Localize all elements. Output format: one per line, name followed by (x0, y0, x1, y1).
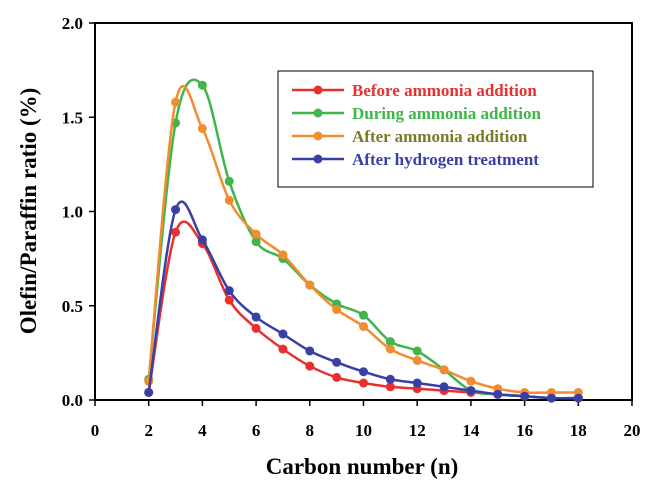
data-point (278, 250, 288, 260)
data-point (359, 321, 368, 331)
x-axis-title: Carbon number (n) (266, 454, 459, 479)
data-point (412, 346, 422, 356)
data-point (385, 374, 395, 384)
data-point (251, 237, 261, 247)
data-point (332, 357, 342, 367)
legend-label: Before ammonia addition (352, 81, 537, 100)
y-tick-label: 2.0 (62, 14, 83, 33)
data-point (385, 337, 395, 347)
data-point (278, 344, 288, 354)
x-tick-label: 4 (198, 421, 207, 440)
y-tick-label: 0.0 (62, 391, 83, 410)
legend-label: After ammonia addition (352, 127, 528, 146)
data-point (224, 195, 234, 205)
x-tick-label: 6 (252, 421, 261, 440)
data-point (332, 372, 342, 382)
data-point (305, 361, 315, 371)
data-point (171, 205, 181, 215)
legend: Before ammonia addition During ammonia ad… (277, 70, 594, 188)
data-point (359, 367, 368, 377)
data-point (224, 176, 234, 186)
data-point (305, 280, 315, 290)
data-point (144, 387, 154, 397)
data-point (546, 393, 556, 403)
data-point (439, 382, 449, 392)
y-tick-label: 0.5 (62, 297, 83, 316)
x-tick-label: 18 (570, 421, 587, 440)
data-point (493, 389, 503, 399)
y-axis-ticks: 0.0 0.5 1.0 1.5 2.0 (62, 14, 95, 410)
data-point (466, 376, 476, 386)
data-point (171, 227, 181, 237)
x-tick-label: 16 (516, 421, 533, 440)
data-point (197, 124, 207, 134)
x-tick-label: 14 (462, 421, 480, 440)
data-point (359, 310, 368, 320)
y-tick-label: 1.5 (62, 108, 83, 127)
x-tick-label: 20 (624, 421, 641, 440)
data-point (385, 344, 395, 354)
data-point (520, 391, 530, 401)
data-point (359, 378, 368, 388)
legend-marker (313, 85, 323, 95)
data-point (224, 295, 234, 305)
x-tick-label: 12 (409, 421, 426, 440)
x-tick-label: 2 (144, 421, 153, 440)
y-tick-label: 1.0 (62, 203, 83, 222)
legend-label: During ammonia addition (352, 104, 541, 123)
data-point (412, 378, 422, 388)
y-axis-title: Olefin/Paraffin ratio (%) (16, 88, 41, 335)
data-point (305, 346, 315, 356)
x-tick-label: 8 (306, 421, 315, 440)
data-point (251, 323, 261, 333)
legend-marker (313, 108, 323, 118)
data-point (278, 329, 288, 339)
data-point (197, 235, 207, 245)
series-layer (144, 78, 583, 403)
series-4 (144, 200, 583, 403)
x-axis-ticks: 0 2 4 6 8 10 12 14 16 18 20 (91, 400, 641, 440)
x-tick-label: 10 (355, 421, 372, 440)
data-point (412, 355, 422, 365)
data-point (332, 305, 342, 315)
legend-label: After hydrogen treatment (352, 150, 539, 169)
legend-marker (313, 154, 323, 164)
data-point (466, 386, 476, 396)
data-point (439, 365, 449, 375)
data-point (251, 312, 261, 322)
data-point (385, 382, 395, 392)
data-point (573, 393, 583, 403)
legend-marker (313, 131, 323, 141)
data-point (224, 286, 234, 296)
data-point (171, 97, 181, 107)
x-tick-label: 0 (91, 421, 100, 440)
data-point (197, 80, 207, 90)
data-point (251, 229, 261, 239)
